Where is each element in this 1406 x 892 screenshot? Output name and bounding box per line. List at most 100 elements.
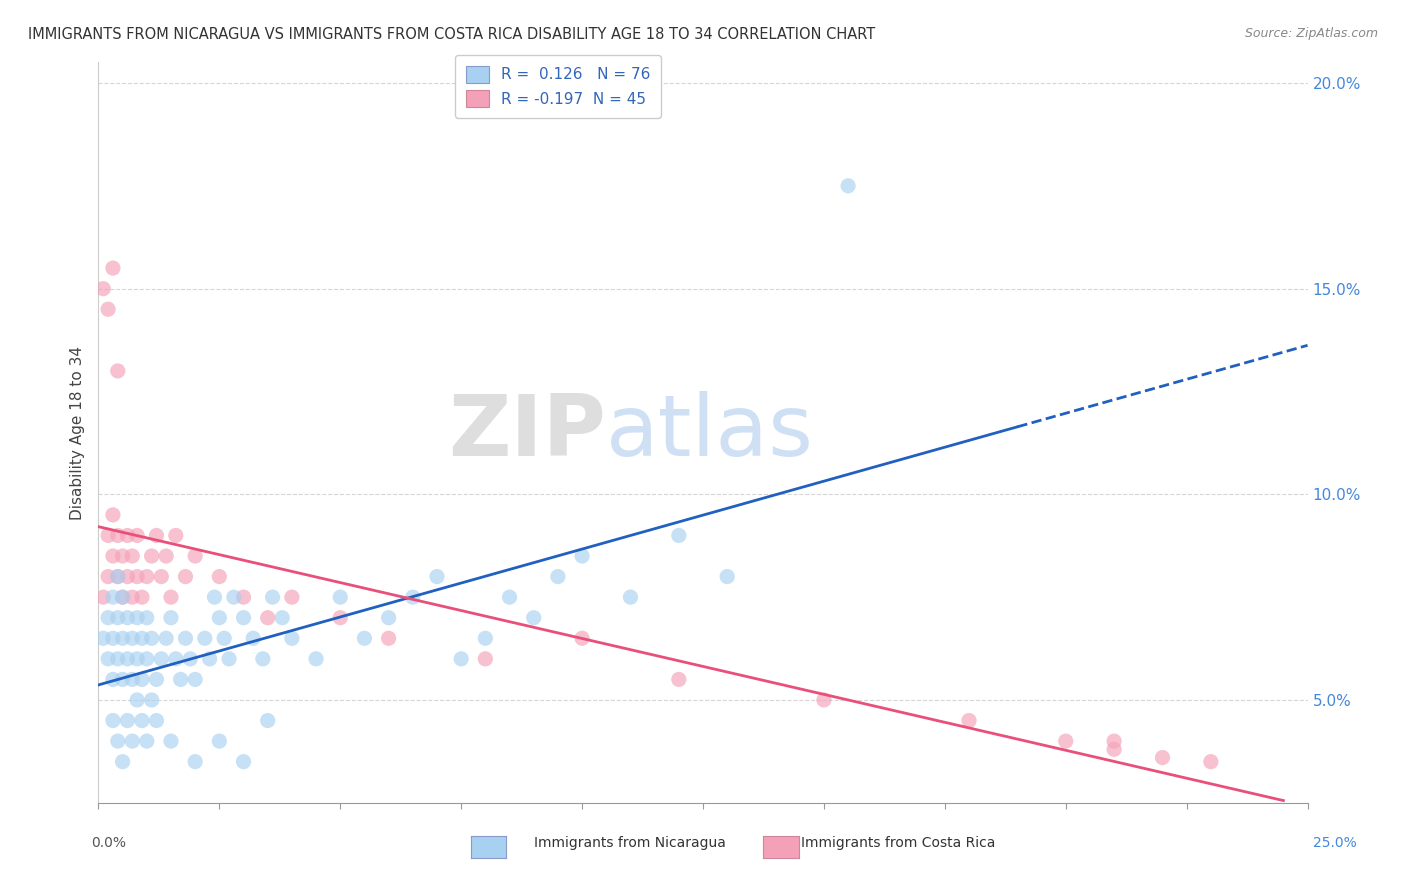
Point — [97, 611, 120, 625]
Point — [169, 673, 191, 687]
Point — [208, 734, 231, 748]
Point — [127, 611, 149, 625]
Point — [135, 611, 157, 625]
Point — [141, 632, 163, 646]
Point — [101, 673, 124, 687]
Point — [111, 632, 134, 646]
Y-axis label: Disability Age 18 to 34: Disability Age 18 to 34 — [69, 345, 84, 520]
Point — [101, 549, 124, 563]
Point — [619, 590, 641, 604]
Point — [668, 528, 690, 542]
Point — [101, 261, 124, 276]
Text: Immigrants from Nicaragua: Immigrants from Nicaragua — [534, 836, 725, 850]
Point — [232, 755, 254, 769]
Point — [107, 734, 129, 748]
Point — [232, 611, 254, 625]
Point — [716, 569, 738, 583]
Text: Immigrants from Costa Rica: Immigrants from Costa Rica — [801, 836, 995, 850]
Point — [121, 673, 143, 687]
Point — [498, 590, 520, 604]
Point — [127, 652, 149, 666]
Point — [957, 714, 980, 728]
Point — [117, 714, 139, 728]
Point — [160, 734, 183, 748]
Point — [571, 549, 593, 563]
Point — [184, 673, 207, 687]
Point — [101, 590, 124, 604]
Legend: R =  0.126   N = 76, R = -0.197  N = 45: R = 0.126 N = 76, R = -0.197 N = 45 — [456, 55, 661, 118]
Point — [160, 590, 183, 604]
Point — [402, 590, 425, 604]
Point — [450, 652, 472, 666]
Text: 0.0%: 0.0% — [91, 836, 127, 850]
Point — [97, 302, 120, 317]
Text: ZIP: ZIP — [449, 391, 606, 475]
Point — [208, 569, 231, 583]
Point — [111, 590, 134, 604]
Text: atlas: atlas — [606, 391, 814, 475]
Point — [121, 549, 143, 563]
Point — [571, 632, 593, 646]
Point — [204, 590, 226, 604]
Point — [212, 632, 235, 646]
Point — [353, 632, 375, 646]
Point — [101, 714, 124, 728]
Point — [271, 611, 294, 625]
Point — [837, 178, 859, 193]
Point — [1199, 755, 1222, 769]
Point — [107, 569, 129, 583]
Point — [174, 569, 197, 583]
Point — [155, 632, 177, 646]
Point — [813, 693, 835, 707]
Point — [252, 652, 274, 666]
Point — [91, 632, 114, 646]
Point — [523, 611, 546, 625]
Point — [1102, 734, 1125, 748]
Point — [111, 549, 134, 563]
Point — [135, 652, 157, 666]
Point — [127, 693, 149, 707]
Point — [145, 673, 167, 687]
Point — [256, 611, 278, 625]
Point — [474, 652, 496, 666]
Point — [131, 590, 153, 604]
Point — [256, 714, 278, 728]
Text: 25.0%: 25.0% — [1313, 836, 1357, 850]
Point — [160, 611, 183, 625]
Point — [198, 652, 221, 666]
Point — [184, 549, 207, 563]
Point — [97, 569, 120, 583]
Point — [222, 590, 245, 604]
Point — [377, 632, 399, 646]
Point — [1054, 734, 1077, 748]
Point — [281, 590, 304, 604]
Point — [135, 569, 157, 583]
Point — [281, 632, 304, 646]
Point — [91, 282, 114, 296]
Point — [141, 693, 163, 707]
Point — [127, 528, 149, 542]
Point — [111, 590, 134, 604]
Point — [117, 569, 139, 583]
Point — [107, 569, 129, 583]
Point — [218, 652, 240, 666]
Point — [111, 755, 134, 769]
Point — [150, 652, 173, 666]
Point — [111, 673, 134, 687]
Point — [97, 652, 120, 666]
Point — [174, 632, 197, 646]
Point — [107, 611, 129, 625]
Point — [121, 590, 143, 604]
Point — [329, 611, 352, 625]
Point — [1152, 750, 1174, 764]
Point — [101, 508, 124, 522]
Point — [150, 569, 173, 583]
Point — [107, 528, 129, 542]
Point — [127, 569, 149, 583]
Point — [305, 652, 328, 666]
Point — [145, 714, 167, 728]
Point — [101, 632, 124, 646]
Text: Source: ZipAtlas.com: Source: ZipAtlas.com — [1244, 27, 1378, 40]
Point — [184, 755, 207, 769]
Point — [117, 528, 139, 542]
